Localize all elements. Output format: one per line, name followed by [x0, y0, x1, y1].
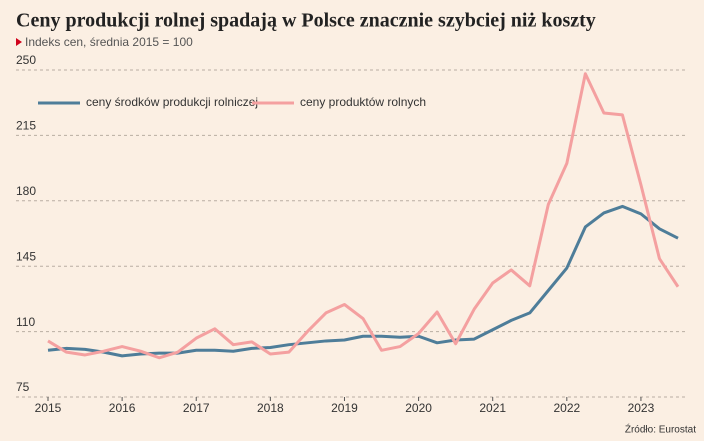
subtitle-marker	[16, 38, 22, 46]
legend-label: ceny produktów rolnych	[300, 95, 426, 109]
y-tick-label: 145	[16, 249, 36, 263]
y-tick-label: 250	[16, 53, 36, 67]
series-line	[47, 204, 679, 358]
x-tick-label: 2021	[479, 401, 506, 415]
y-tick-label: 215	[16, 119, 36, 133]
y-tick-label: 110	[16, 315, 35, 329]
x-tick-label: 2019	[331, 401, 358, 415]
x-tick-label: 2016	[109, 401, 136, 415]
x-tick-label: 2020	[405, 401, 432, 415]
series-line	[47, 72, 680, 360]
y-tick-label: 75	[16, 380, 30, 394]
x-tick-label: 2023	[628, 401, 655, 415]
source: Źródło: Eurostat	[625, 423, 696, 436]
legend-label: ceny środków produkcji rolniczej	[86, 95, 258, 109]
y-tick-label: 180	[16, 184, 36, 198]
x-tick-label: 2017	[183, 401, 210, 415]
x-tick-label: 2022	[553, 401, 580, 415]
chart-title: Ceny produkcji rolnej spadają w Polsce z…	[16, 10, 596, 32]
x-tick-label: 2018	[257, 401, 284, 415]
chart-subtitle: Indeks cen, średnia 2015 = 100	[25, 35, 193, 49]
x-tick-label: 2015	[35, 401, 62, 415]
